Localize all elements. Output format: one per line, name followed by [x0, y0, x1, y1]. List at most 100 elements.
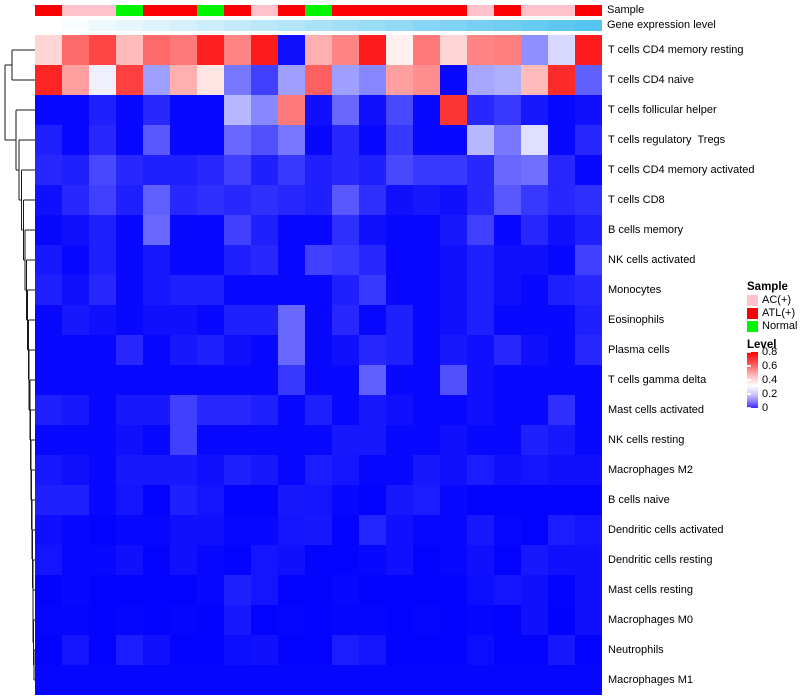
heatmap-cell [62, 425, 89, 455]
heatmap-cell [143, 155, 170, 185]
heatmap-cell [89, 95, 116, 125]
heatmap-cell [170, 635, 197, 665]
heatmap-cell [116, 335, 143, 365]
heatmap-cell [440, 515, 467, 545]
sample-annotation-cell [521, 5, 548, 16]
heatmap-cell [494, 575, 521, 605]
gene-expression-cell [224, 20, 251, 31]
heatmap-cell [386, 365, 413, 395]
heatmap-cell [359, 545, 386, 575]
heatmap-cell [575, 185, 602, 215]
heatmap-cell [170, 485, 197, 515]
heatmap-cell [440, 185, 467, 215]
gene-expression-cell [143, 20, 170, 31]
heatmap-cell [251, 35, 278, 65]
heatmap-cell [197, 425, 224, 455]
heatmap-cell [413, 185, 440, 215]
sample-annotation-cell [548, 5, 575, 16]
heatmap-cell [359, 605, 386, 635]
row-label: Neutrophils [608, 644, 664, 656]
heatmap-cell [224, 335, 251, 365]
heatmap-cell [467, 185, 494, 215]
level-tick-dash [747, 351, 751, 353]
heatmap-cell [278, 185, 305, 215]
heatmap-cell [548, 95, 575, 125]
heatmap-cell [89, 455, 116, 485]
heatmap-cell [251, 245, 278, 275]
heatmap-cell [224, 245, 251, 275]
heatmap-cell [224, 425, 251, 455]
heatmap-cell [494, 635, 521, 665]
heatmap-cell [170, 455, 197, 485]
heatmap-cell [413, 665, 440, 695]
heatmap-cell [89, 35, 116, 65]
heatmap-cell [548, 635, 575, 665]
sample-annotation-cell [467, 5, 494, 16]
heatmap-cell [494, 215, 521, 245]
heatmap-cell [305, 275, 332, 305]
heatmap-cell [251, 425, 278, 455]
heatmap-cell [575, 515, 602, 545]
legend-swatch [747, 321, 758, 332]
heatmap-cell [332, 35, 359, 65]
legend-level-title: Level [747, 339, 777, 351]
heatmap-cell [359, 275, 386, 305]
heatmap-cell [332, 455, 359, 485]
heatmap-cell [305, 35, 332, 65]
heatmap-cell [386, 425, 413, 455]
heatmap-cell [575, 665, 602, 695]
row-dendrogram [4, 49, 35, 681]
heatmap-cell [305, 665, 332, 695]
heatmap-cell [494, 365, 521, 395]
gene-expression-cell [440, 20, 467, 31]
heatmap-cell [197, 95, 224, 125]
heatmap-cell [359, 485, 386, 515]
heatmap-cell [170, 35, 197, 65]
heatmap-cell [197, 545, 224, 575]
heatmap-cell [305, 635, 332, 665]
heatmap-cell [197, 455, 224, 485]
heatmap-cell [143, 455, 170, 485]
heatmap-cell [440, 155, 467, 185]
heatmap-cell [35, 215, 62, 245]
heatmap-cell [386, 35, 413, 65]
gene-expression-cell [278, 20, 305, 31]
legend-swatch [747, 295, 758, 306]
heatmap-cell [440, 245, 467, 275]
heatmap-cell [143, 425, 170, 455]
heatmap-cell [251, 605, 278, 635]
heatmap-cell [197, 65, 224, 95]
heatmap-cell [440, 275, 467, 305]
heatmap-cell [413, 35, 440, 65]
heatmap-cell [116, 665, 143, 695]
heatmap-cell [494, 95, 521, 125]
heatmap-cell [62, 575, 89, 605]
heatmap-cell [62, 485, 89, 515]
heatmap-cell [467, 275, 494, 305]
heatmap-cell [521, 635, 548, 665]
heatmap-cell [35, 125, 62, 155]
row-label: T cells follicular helper [608, 104, 717, 116]
level-tick-label: 0.2 [762, 388, 778, 400]
level-tick-label: 0.8 [762, 346, 778, 358]
row-label: T cells CD4 naive [608, 74, 694, 86]
heatmap-cell [62, 335, 89, 365]
heatmap-cell [305, 215, 332, 245]
heatmap-cell [89, 545, 116, 575]
heatmap-cell [35, 485, 62, 515]
heatmap-cell [278, 665, 305, 695]
heatmap-cell [35, 605, 62, 635]
sample-annotation-cell [278, 5, 305, 16]
heatmap-cell [116, 305, 143, 335]
heatmap-cell [413, 515, 440, 545]
heatmap-cell [332, 515, 359, 545]
heatmap-cell [305, 455, 332, 485]
heatmap-cell [35, 335, 62, 365]
heatmap-cell [521, 215, 548, 245]
heatmap-cell [359, 185, 386, 215]
heatmap-cell [89, 65, 116, 95]
level-tick-dash [747, 365, 751, 367]
heatmap-cell [521, 545, 548, 575]
heatmap-cell [170, 425, 197, 455]
